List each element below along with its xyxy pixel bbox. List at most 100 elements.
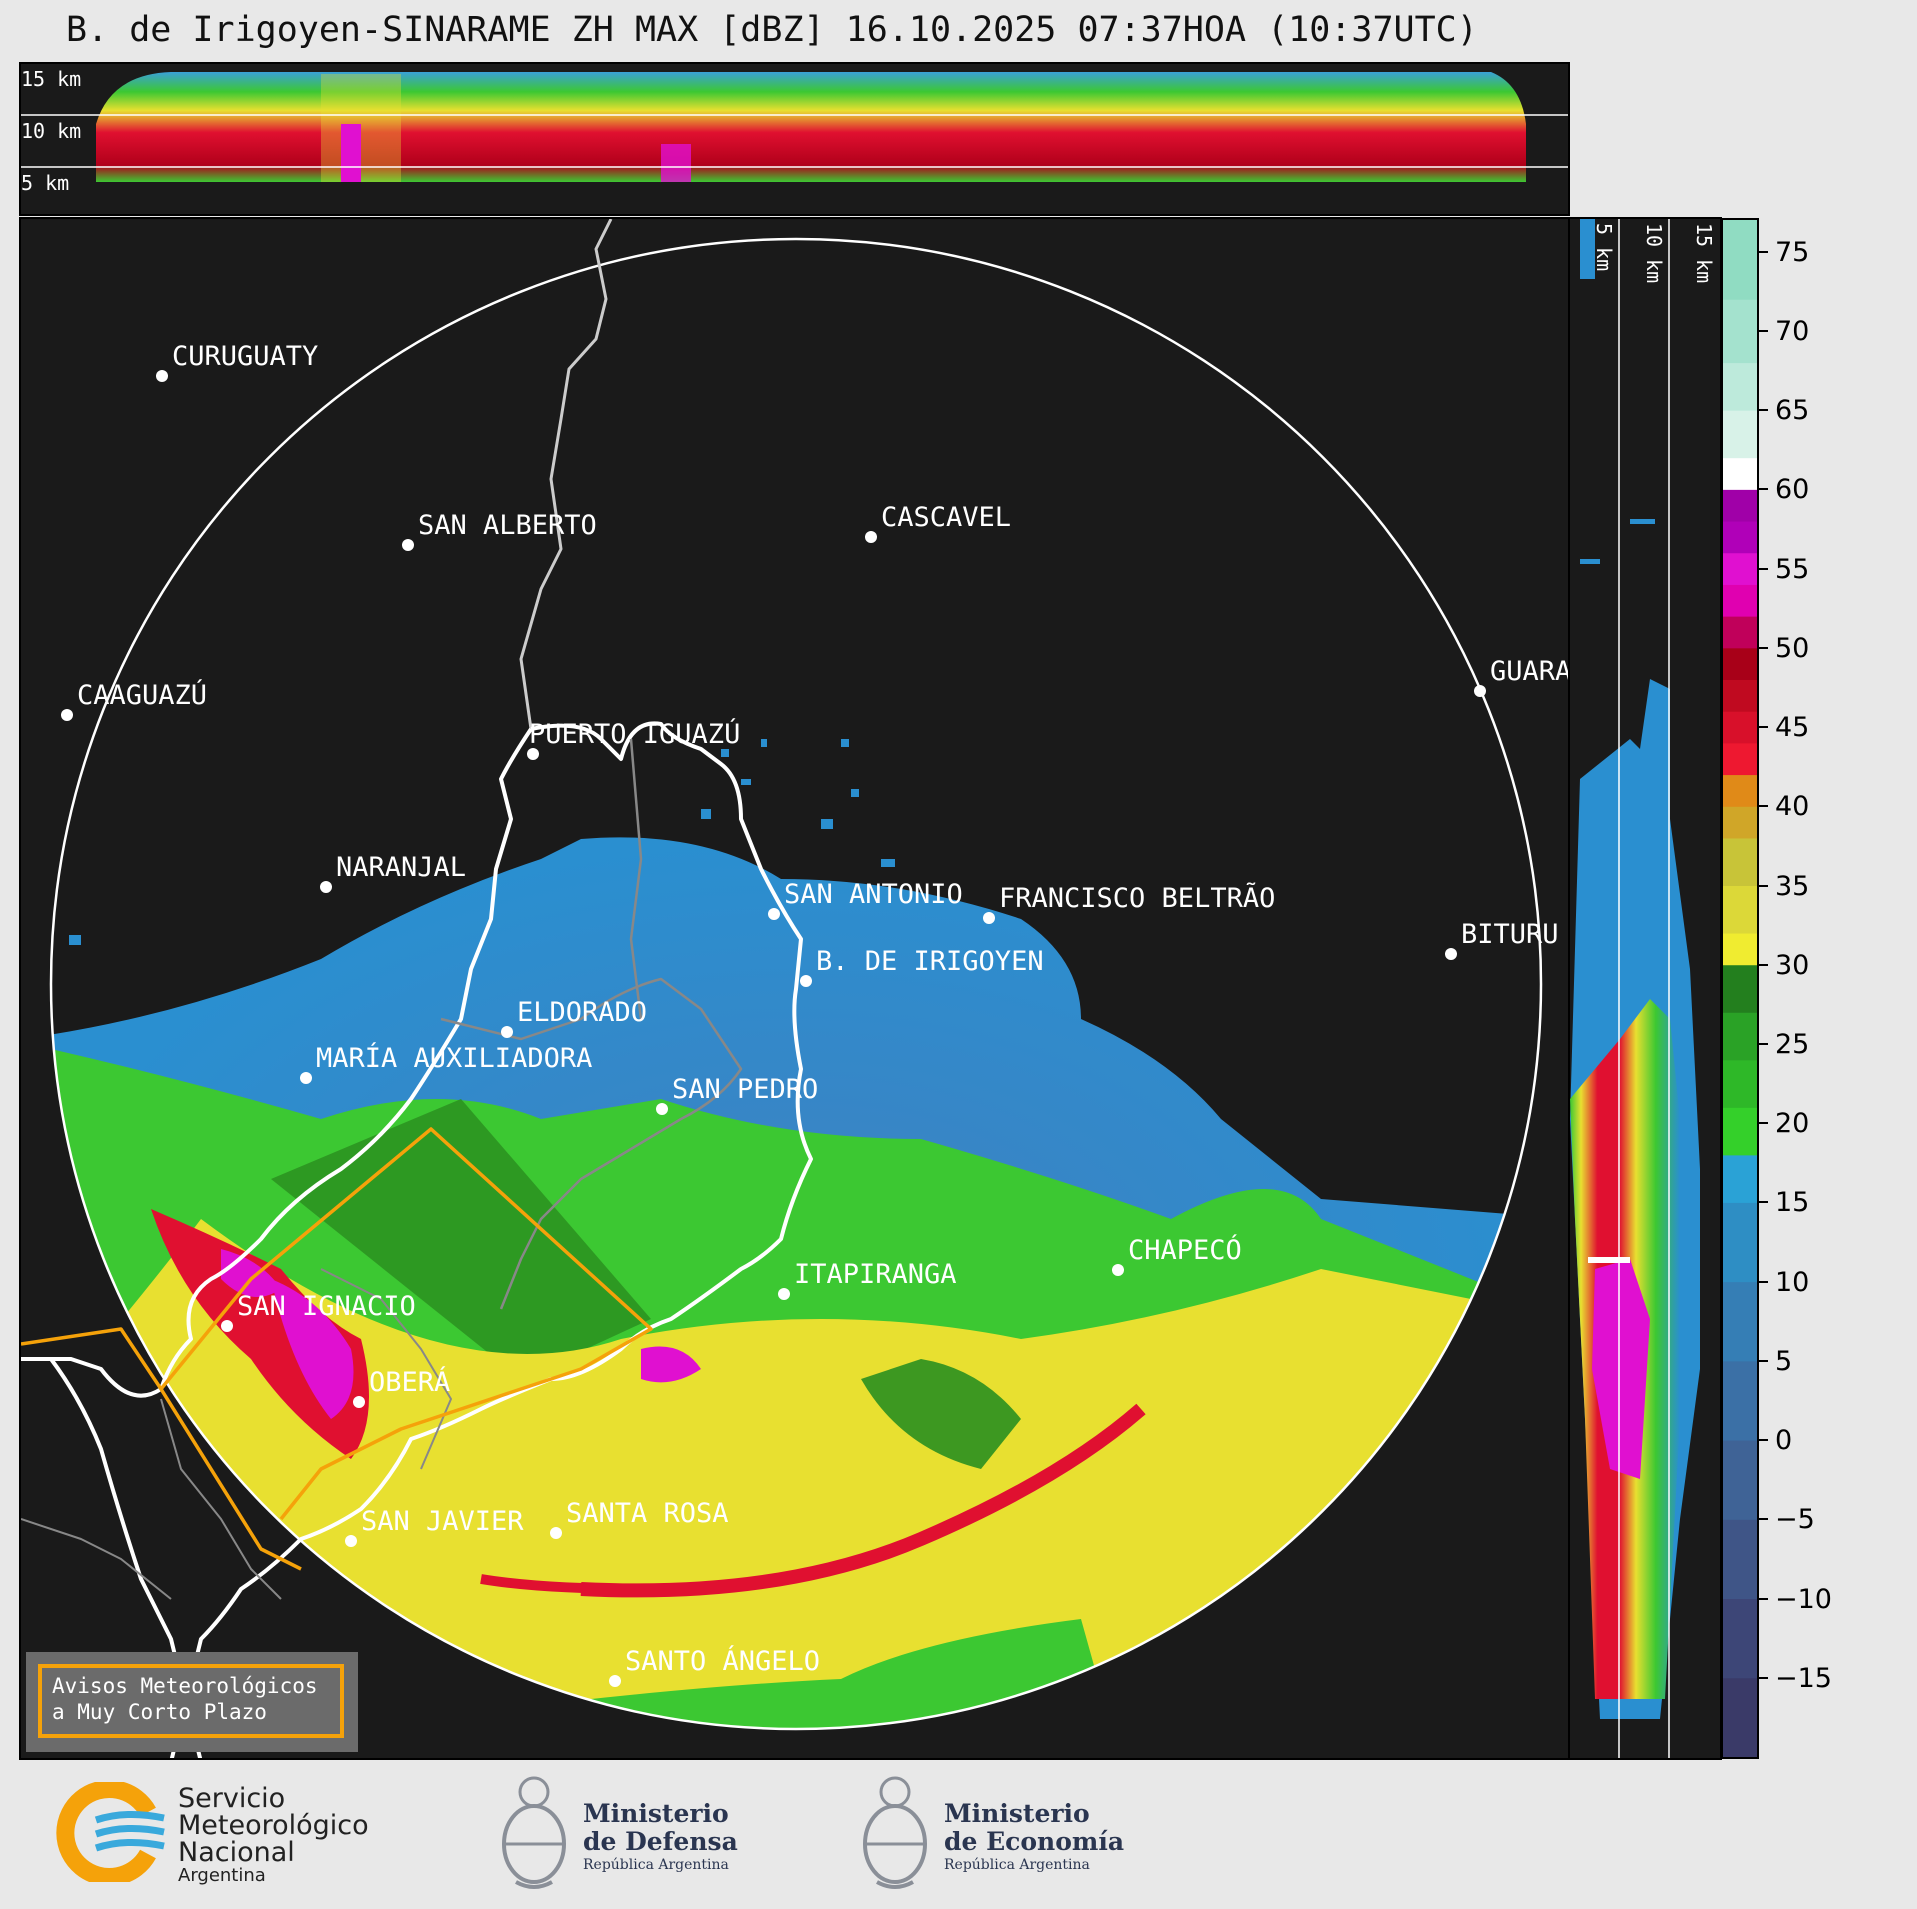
top-cross-section-plot: 15 km 10 km 5 km — [21, 67, 1568, 195]
city-label-caaguazu: CAAGUAZÚ — [77, 679, 207, 711]
defensa-shield-icon — [496, 1772, 572, 1896]
warning-legend-line1: Avisos Meteorológicos — [52, 1674, 318, 1698]
colorbar-band — [1723, 964, 1757, 1013]
range-ring — [49, 237, 1543, 1731]
colorbar-tick-mark — [1759, 1518, 1768, 1521]
colorbar-band — [1723, 220, 1757, 300]
side-cross-section-panel: 5 km 10 km 15 km — [1570, 217, 1722, 1760]
colorbar-tick-label: 45 — [1775, 712, 1810, 744]
side-label-15km: 15 km — [1692, 223, 1716, 283]
colorbar-tick-label: 20 — [1775, 1108, 1810, 1140]
top-echo-profile — [96, 72, 1526, 182]
city-label-san-alberto: SAN ALBERTO — [418, 510, 597, 541]
top-echo-peak — [341, 124, 361, 182]
colorbar-tick-mark — [1759, 409, 1768, 412]
city-label-san-antonio: SAN ANTONIO — [784, 879, 963, 910]
colorbar-band — [1723, 1281, 1757, 1362]
city-label-itapiranga: ITAPIRANGA — [794, 1259, 957, 1290]
colorbar-tick-label: 65 — [1775, 395, 1810, 427]
colorbar-tick-label: 75 — [1775, 236, 1810, 268]
city-label-cascavel: CASCAVEL — [881, 502, 1011, 533]
colorbar-tick-label: −10 — [1775, 1583, 1832, 1615]
city-label-santo-angelo: SANTO ÁNGELO — [625, 1645, 820, 1677]
colorbar-band — [1723, 1059, 1757, 1108]
colorbar-scale — [1723, 220, 1757, 1758]
smn-logo — [56, 1780, 166, 1886]
colorbar-tick-mark — [1759, 726, 1768, 729]
top-label-5km: 5 km — [21, 171, 69, 195]
warning-legend-frame: Avisos Meteorológicos a Muy Corto Plazo — [38, 1664, 344, 1738]
side-label-5km: 5 km — [1592, 223, 1616, 271]
colorbar-tick-mark — [1759, 646, 1768, 649]
top-echo-peak-2 — [661, 144, 691, 182]
city-label-san-javier: SAN JAVIER — [361, 1506, 524, 1537]
smn-line2: Meteorológico — [178, 1810, 369, 1841]
colorbar-tick-mark — [1759, 329, 1768, 332]
colorbar-tick-label: 15 — [1775, 1187, 1810, 1219]
colorbar-band — [1723, 299, 1757, 364]
colorbar-band — [1723, 1598, 1757, 1679]
colorbar-band — [1723, 489, 1757, 522]
colorbar-band — [1723, 410, 1757, 459]
colorbar-tick-label: −5 — [1775, 1504, 1815, 1536]
colorbar-tick-label: 55 — [1775, 553, 1810, 585]
colorbar-band — [1723, 362, 1757, 411]
defensa-text: Ministerio de Defensa República Argentin… — [583, 1800, 738, 1874]
colorbar-band — [1723, 933, 1757, 966]
colorbar-band — [1723, 552, 1757, 585]
colorbar-band — [1723, 806, 1757, 839]
side-label-10km: 10 km — [1642, 223, 1666, 283]
colorbar-band — [1723, 616, 1757, 649]
top-cross-section-panel: 15 km 10 km 5 km — [19, 62, 1570, 216]
colorbar-band — [1723, 679, 1757, 712]
colorbar-band — [1723, 521, 1757, 554]
city-label-chapeco: CHAPECÓ — [1128, 1234, 1242, 1266]
colorbar-tick-mark — [1759, 567, 1768, 570]
top-label-10km: 10 km — [21, 119, 81, 143]
city-label-puerto-iguazu: PUERTO IGUAZÚ — [529, 718, 740, 750]
city-label-bituru: BITURU — [1461, 919, 1559, 950]
colorbar-band — [1723, 774, 1757, 807]
colorbar-tick-mark — [1759, 1042, 1768, 1045]
colorbar-band — [1723, 1012, 1757, 1061]
colorbar-tick-mark — [1759, 805, 1768, 808]
smn-line1: Servicio — [178, 1783, 286, 1814]
defensa-line1: Ministerio — [583, 1799, 729, 1828]
city-label-curuguaty: CURUGUATY — [172, 341, 318, 372]
colorbar-tick-label: 30 — [1775, 949, 1810, 981]
colorbar-tick-label: 60 — [1775, 474, 1810, 506]
city-label-obera: OBERÁ — [369, 1366, 450, 1398]
economia-text: Ministerio de Economía República Argenti… — [944, 1800, 1124, 1874]
top-label-15km: 15 km — [21, 67, 81, 91]
colorbar-band — [1723, 711, 1757, 744]
colorbar-tick-mark — [1759, 963, 1768, 966]
city-label-maria-auxiliadora: MARÍA AUXILIADORA — [316, 1042, 592, 1074]
colorbar-tick-mark — [1759, 1280, 1768, 1283]
colorbar-tick-label: 25 — [1775, 1028, 1810, 1060]
radar-map[interactable]: CURUGUATY SAN ALBERTO CASCAVEL CAAGUAZÚ … — [21, 219, 1570, 1760]
dbz-colorbar — [1721, 218, 1759, 1759]
borders — [21, 219, 813, 1758]
colorbar-band — [1723, 837, 1757, 887]
colorbar-tick-label: 70 — [1775, 315, 1810, 347]
colorbar-band — [1723, 1202, 1757, 1283]
colorbar-band — [1723, 1107, 1757, 1156]
colorbar-tick-mark — [1759, 488, 1768, 491]
colorbar-tick-label: 0 — [1775, 1425, 1793, 1457]
smn-logo-icon — [56, 1780, 165, 1886]
colorbar-tick-label: −15 — [1775, 1662, 1832, 1694]
smn-line4: Argentina — [178, 1865, 266, 1886]
colorbar-band — [1723, 1677, 1757, 1758]
colorbar-tick-mark — [1759, 1359, 1768, 1362]
colorbar-tick-mark — [1759, 1122, 1768, 1125]
city-label-naranjal: NARANJAL — [336, 852, 466, 883]
warning-legend-line2: a Muy Corto Plazo — [52, 1700, 267, 1724]
colorbar-tick-mark — [1759, 250, 1768, 253]
economia-line1: Ministerio — [944, 1799, 1090, 1828]
radar-map-panel[interactable]: CURUGUATY SAN ALBERTO CASCAVEL CAAGUAZÚ … — [19, 217, 1570, 1760]
colorbar-band — [1723, 1519, 1757, 1600]
city-label-eldorado: ELDORADO — [517, 997, 647, 1028]
colorbar-tick-label: 35 — [1775, 870, 1810, 902]
city-label-francisco-beltrao: FRANCISCO BELTRÃO — [999, 882, 1275, 914]
side-cross-section-plot: 5 km 10 km 15 km — [1570, 219, 1716, 1758]
